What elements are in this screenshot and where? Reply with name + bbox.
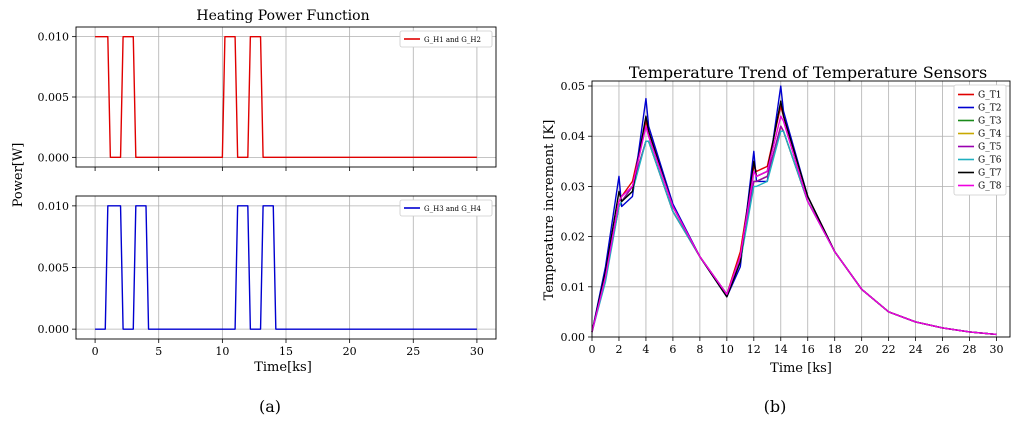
y-tick-label: 0.02 [561,231,586,244]
legend-label: G_T2 [978,104,1001,114]
x-tick-label: 24 [909,343,923,356]
y-axis-label: Temperature increment [K] [542,120,557,301]
x-tick-label: 25 [406,345,420,358]
legend-label: G_T6 [978,156,1002,166]
legend-label: G_T7 [978,169,1002,179]
x-tick-label: 10 [215,345,229,358]
series-line [591,115,997,336]
legend-label: G_H1 and G_H2 [424,36,481,44]
x-tick-label: 2 [615,343,622,356]
y-tick-label: 0.005 [38,91,70,104]
legend-box [399,199,493,217]
x-tick-label: 20 [855,343,869,356]
y-tick-label: 0.03 [561,180,586,193]
y-tick-label: 0.01 [561,281,586,294]
series-line [95,35,477,159]
x-tick-label: 18 [828,343,842,356]
x-tick-label: 15 [279,345,293,358]
y-tick-label: 0.010 [38,31,70,44]
x-tick-label: 26 [936,343,950,356]
series-line [591,130,997,336]
chart-title: Heating Power Function [196,8,369,24]
legend-label: G_H3 and G_H4 [424,205,481,213]
series-line [591,85,997,336]
panel-label-b: (b) [764,397,787,416]
y-tick-label: 0.005 [38,262,70,275]
y-tick-label: 0.04 [561,130,586,143]
power-chart-bottom: Time[ks] 0 5 10 15 20 25 30 0.000 0.005 0.010 G_H3… [38,195,497,375]
x-tick-label: 30 [470,345,484,358]
legend-box [953,84,1007,196]
chart-title: Temperature Trend of Temperature Sensors [629,63,987,82]
y-tick-label: 0.00 [561,331,586,344]
x-tick-label: 6 [669,343,676,356]
plot-frame [591,80,1011,338]
y-axis-label: Power[W] [11,143,26,208]
x-tick-label: 28 [963,343,977,356]
x-tick-label: 4 [642,343,649,356]
x-tick-label: 0 [92,345,99,358]
panel-label-a: (a) [259,397,281,416]
y-tick-label: 0.010 [38,200,70,213]
legend-label: G_T1 [978,91,1001,101]
y-tick-label: 0.000 [38,151,70,164]
x-tick-label: 12 [747,343,761,356]
x-tick-label: 20 [343,345,357,358]
y-tick-label: 0.000 [38,323,70,336]
legend-label: G_T4 [978,130,1002,140]
legend-label: G_T3 [978,117,1002,127]
x-tick-label: 0 [589,343,596,356]
x-tick-label: 22 [882,343,896,356]
x-tick-label: 16 [801,343,815,356]
power-chart-top: Heating Power Function Power[W] 0.000 0.0… [11,8,497,208]
x-tick-label: 5 [155,345,162,358]
x-tick-label: 8 [696,343,703,356]
legend-label: G_T5 [978,143,1002,153]
y-tick-label: 0.05 [561,80,586,93]
legend-label: G_T8 [978,182,1002,192]
x-tick-label: 10 [720,343,734,356]
legend-box [399,30,493,48]
x-axis-label: Time [ks] [770,361,832,376]
x-tick-label: 30 [990,343,1004,356]
x-axis-label: Time[ks] [254,360,312,375]
temperature-chart: Temperature Trend of Temperature Sensors… [542,63,1011,376]
x-tick-label: 14 [774,343,788,356]
series-line [95,205,477,330]
